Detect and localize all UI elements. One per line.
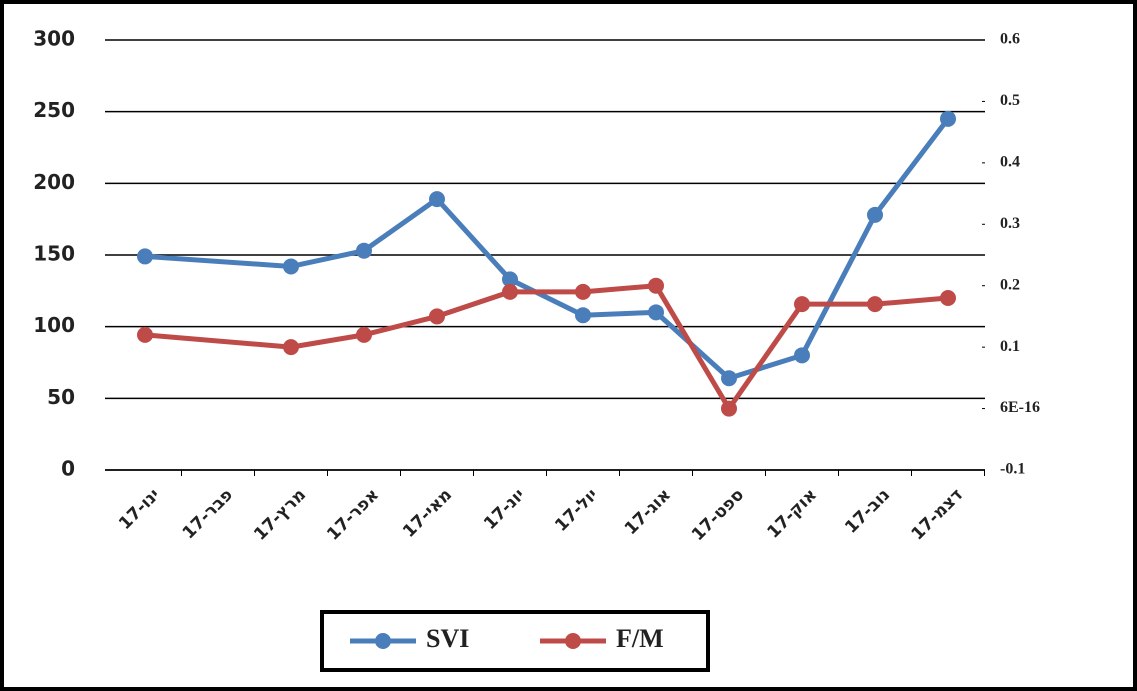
- y-tick-label: 250: [33, 98, 75, 122]
- data-point: [794, 347, 810, 364]
- y2-tick-label: 6E-16: [1000, 399, 1040, 416]
- legend-label: SVI: [426, 624, 469, 653]
- y2-tick-label: 0.4: [1000, 154, 1020, 171]
- data-point: [867, 296, 883, 313]
- data-point: [940, 110, 956, 127]
- data-point: [356, 326, 372, 343]
- data-point: [502, 271, 518, 288]
- data-point: [429, 191, 445, 208]
- y2-tick-label: -0.1: [1000, 461, 1025, 478]
- y-tick-label: 100: [33, 313, 75, 337]
- data-point: [867, 206, 883, 223]
- data-point: [137, 248, 153, 265]
- legend-marker: [565, 633, 581, 649]
- y2-tick-label: 0.1: [1000, 338, 1020, 355]
- y-tick-label: 0: [61, 457, 75, 481]
- y2-tick-label: 0.3: [1000, 215, 1020, 232]
- y-tick-label: 150: [33, 242, 75, 266]
- data-point: [940, 290, 956, 306]
- data-point: [356, 242, 372, 259]
- data-point: [648, 304, 664, 321]
- data-point: [283, 339, 299, 356]
- y2-tick-label: 0.6: [1000, 31, 1020, 48]
- data-point: [137, 326, 153, 343]
- y-tick-label: 300: [33, 27, 75, 51]
- data-point: [721, 400, 737, 417]
- legend-marker: [375, 633, 391, 649]
- data-point: [721, 370, 737, 387]
- data-point: [648, 277, 664, 294]
- data-point: [429, 308, 445, 325]
- y2-tick-label: 0.2: [1000, 276, 1020, 293]
- data-point: [502, 283, 518, 300]
- data-point: [575, 307, 591, 324]
- legend-label: F/M: [616, 624, 664, 653]
- data-point: [283, 258, 299, 275]
- y2-tick-label: 0.5: [1000, 92, 1020, 109]
- data-point: [794, 296, 810, 313]
- y-tick-label: 200: [33, 170, 75, 194]
- y-tick-label: 50: [47, 385, 75, 409]
- data-point: [575, 283, 591, 300]
